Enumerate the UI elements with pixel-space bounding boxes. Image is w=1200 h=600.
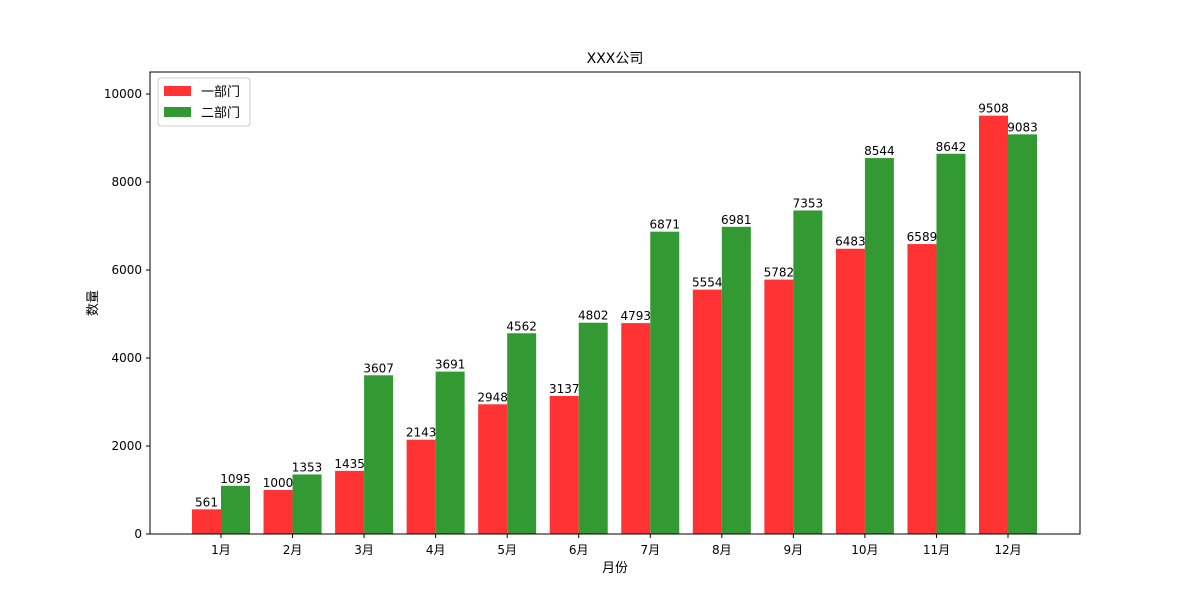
legend-label-1: 一部门: [201, 85, 240, 100]
bar-series-1: [263, 490, 293, 534]
chart-title: XXX公司: [587, 51, 644, 67]
bar-value-label: 3137: [549, 382, 580, 396]
x-tick-label: 4月: [426, 543, 446, 557]
bar-value-label: 5782: [764, 266, 795, 280]
bar-value-label: 1095: [220, 472, 251, 486]
bar-series-2: [936, 153, 966, 534]
bar-value-label: 7353: [793, 196, 824, 210]
bar-series-1: [621, 323, 651, 534]
bar-value-label: 9083: [1007, 120, 1038, 134]
x-axis-title: 月份: [602, 561, 628, 576]
bar-value-label: 2948: [477, 390, 508, 404]
bar-series-1: [835, 248, 865, 535]
y-tick-label: 4000: [111, 351, 142, 365]
bar-series-1: [549, 395, 579, 534]
x-tick-label: 8月: [712, 543, 732, 557]
bar-value-label: 1000: [263, 476, 294, 490]
bar-value-label: 1435: [334, 457, 365, 471]
y-axis-title: 数量: [86, 290, 101, 316]
bar-value-label: 4562: [506, 319, 537, 333]
y-tick-label: 0: [134, 527, 142, 541]
bar-value-label: 561: [195, 495, 218, 509]
bar-series-1: [907, 244, 937, 535]
legend-swatch-2: [164, 107, 191, 117]
bar-series-1: [478, 404, 508, 534]
bar-value-label: 3691: [435, 358, 466, 372]
bar-series-1: [764, 279, 794, 534]
bar-value-label: 2143: [406, 426, 437, 440]
x-tick-label: 11月: [923, 543, 950, 557]
x-tick-label: 7月: [640, 543, 660, 557]
bar-value-label: 4793: [620, 309, 651, 323]
bar-series-2: [221, 485, 250, 534]
x-tick-label: 6月: [569, 543, 589, 557]
y-tick-label: 8000: [111, 175, 142, 189]
bar-value-label: 6589: [907, 230, 938, 244]
x-tick-label: 3月: [354, 543, 374, 557]
bar-series-2: [578, 322, 608, 534]
x-tick-label: 2月: [283, 543, 303, 557]
bar-value-label: 8642: [936, 140, 967, 154]
bar-series-2: [793, 210, 823, 534]
y-axis: 0 2000 4000 6000 8000 10000: [104, 87, 150, 541]
x-tick-label: 9月: [784, 543, 804, 557]
y-tick-label: 10000: [104, 87, 142, 101]
y-tick-label: 2000: [111, 439, 142, 453]
bar-value-label: 6871: [649, 218, 680, 232]
bar-value-label: 8544: [864, 144, 895, 158]
bar-series-2: [1008, 134, 1037, 534]
x-tick-label: 5月: [497, 543, 517, 557]
legend-label-2: 二部门: [201, 106, 240, 121]
bar-value-label: 6981: [721, 213, 752, 227]
y-tick-label: 6000: [111, 263, 142, 277]
legend-swatch-1: [164, 86, 191, 96]
bars-group: [192, 115, 1037, 535]
bar-value-label: 5554: [692, 276, 723, 290]
bar-value-label: 4802: [578, 309, 609, 323]
bar-value-label: 6483: [835, 235, 866, 249]
x-tick-label: 1月: [211, 543, 231, 557]
bar-series-2: [507, 333, 537, 534]
plot-frame: [149, 71, 1081, 535]
bar-series-2: [364, 375, 394, 534]
bar-series-2: [721, 226, 751, 534]
bar-value-label: 1353: [292, 460, 323, 474]
x-tick-label: 12月: [994, 543, 1021, 557]
bar-series-1: [335, 470, 365, 534]
bar-value-label: 9508: [978, 102, 1009, 116]
bar-series-2: [864, 158, 894, 534]
bar-series-1: [692, 289, 722, 534]
bar-series-1: [406, 439, 436, 534]
bar-value-label: 3607: [363, 361, 394, 375]
bar-series-2: [435, 371, 465, 534]
bar-series-2: [650, 231, 680, 534]
bar-series-1: [979, 115, 1008, 534]
x-tick-label: 10月: [851, 543, 878, 557]
bar-series-1: [192, 509, 221, 534]
x-axis: 1月 2月 3月 4月 5月 6月 7月 8月 9月 10月 11月 12月: [211, 534, 1022, 557]
bar-series-2: [292, 474, 322, 534]
